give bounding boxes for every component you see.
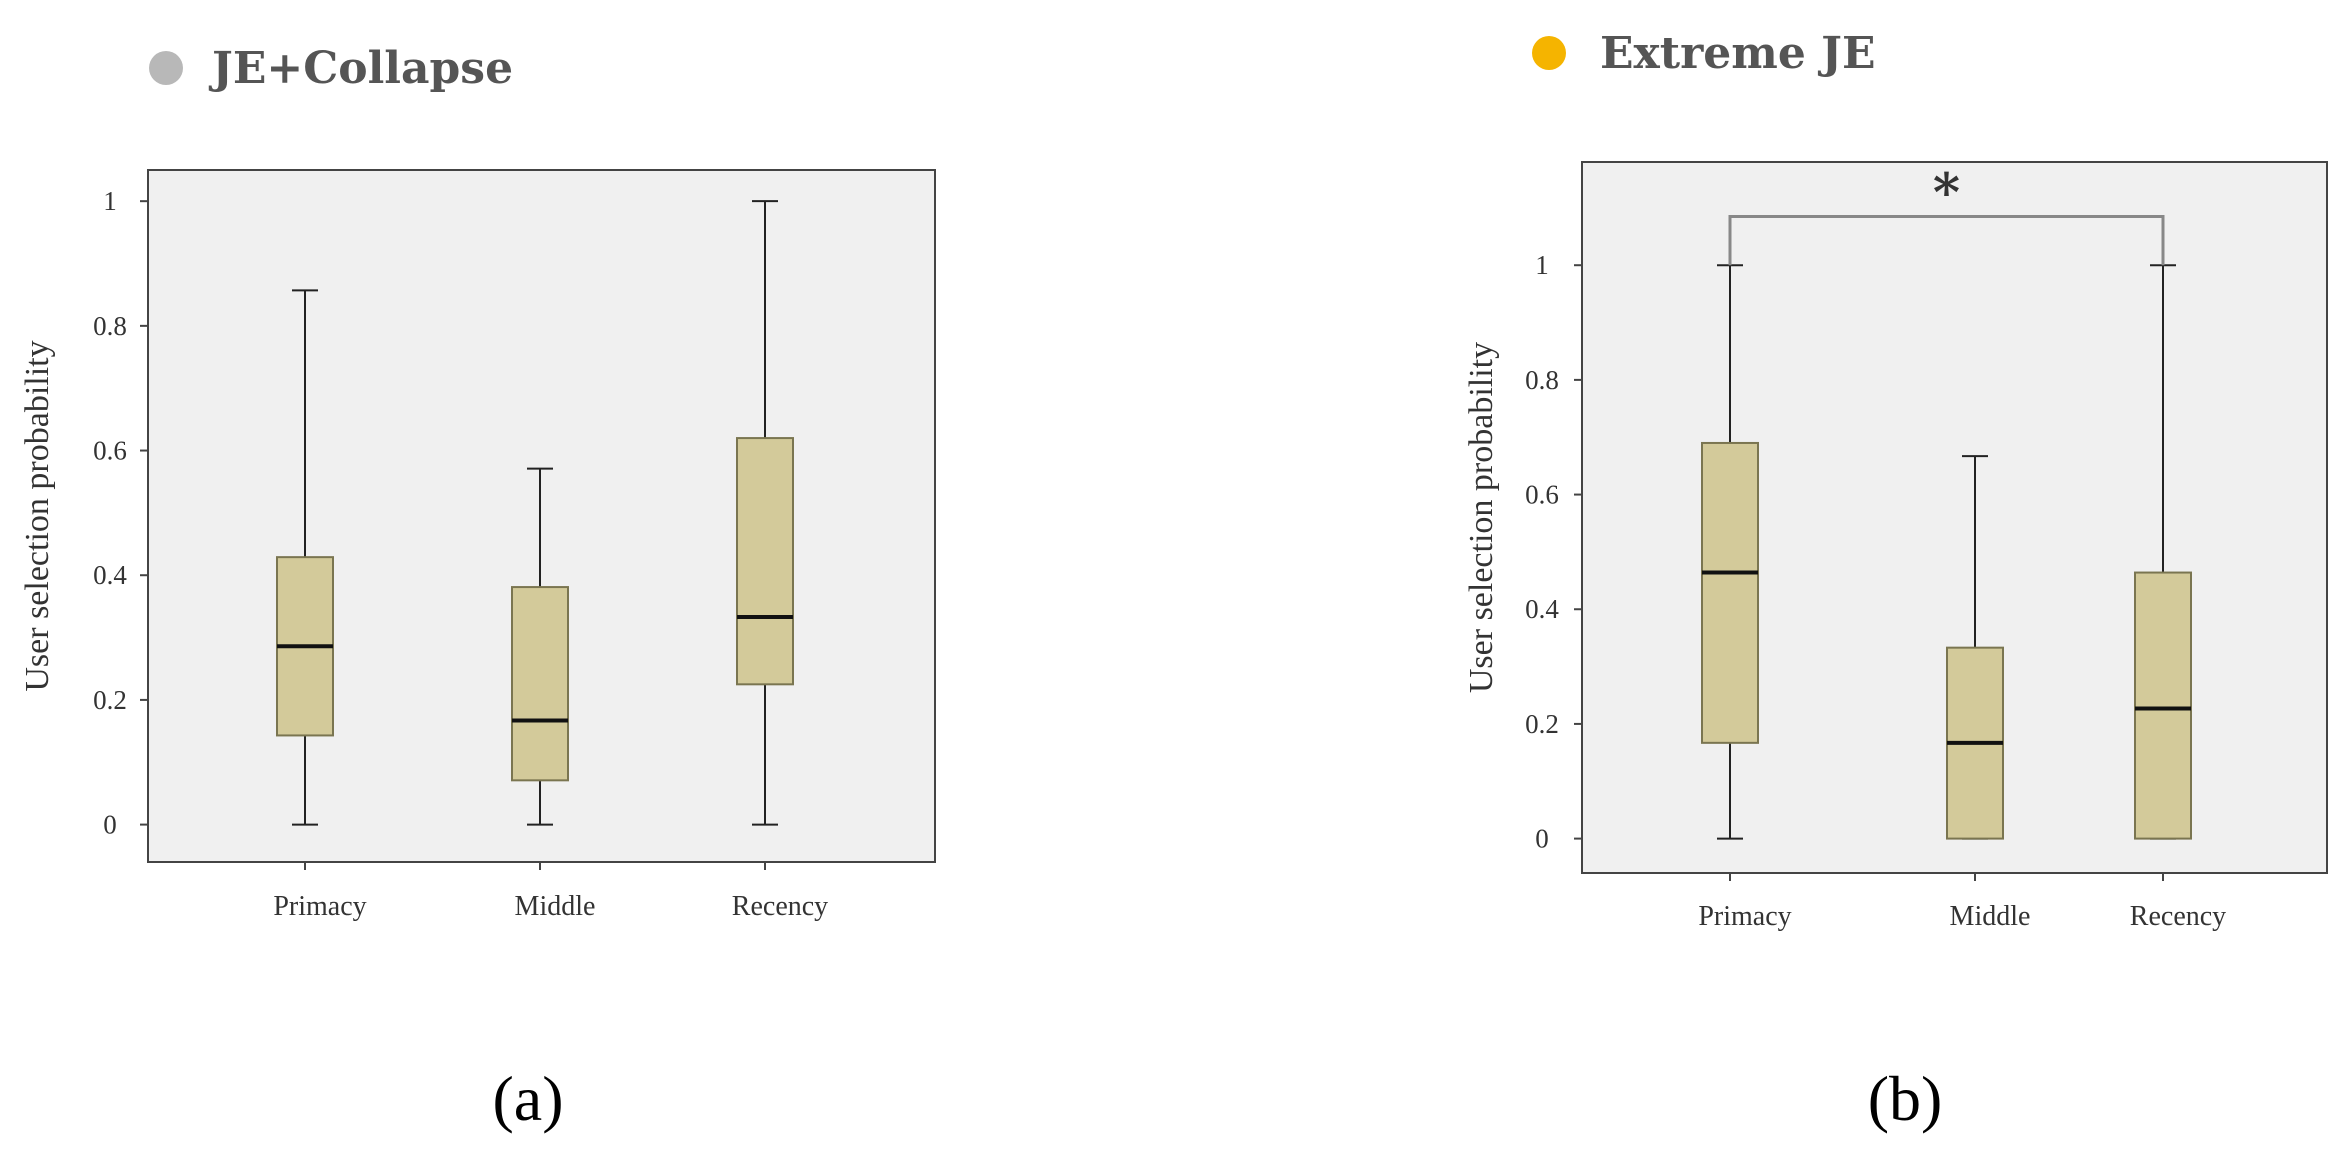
legend-label: JE+Collapse: [208, 43, 513, 94]
y-tick-label: 0.6: [1525, 480, 1559, 510]
y-tick-label: 0.6: [93, 436, 127, 466]
x-tick-label: Recency: [732, 891, 828, 922]
panel-label: (a): [492, 1063, 563, 1134]
y-axis-label: User selection probability: [1463, 342, 1500, 693]
x-tick-label: Primacy: [1698, 901, 1791, 932]
bracket-line: [1728, 214, 2165, 266]
y-tick-label: 0: [103, 810, 117, 840]
y-tick-label: 0.4: [93, 560, 127, 590]
x-tick-label: Primacy: [273, 891, 366, 922]
y-tick-label: 0.8: [93, 311, 127, 341]
box-recency: [2134, 264, 2192, 840]
panel-label: (b): [1868, 1063, 1943, 1134]
significance-label: *: [1933, 162, 1960, 223]
y-axis-label: User selection probability: [19, 340, 56, 691]
box-recency: [736, 200, 794, 826]
y-tick-label: 0.8: [1525, 365, 1559, 395]
iqr-box: [1701, 441, 1759, 744]
x-tick-label: Middle: [515, 891, 596, 922]
chart-panel-a: JE+Collapse 0 0.2 0.4 0.6 0.8 1 User selection …: [19, 43, 936, 1134]
y-tick-label: 0: [1535, 824, 1549, 854]
significance-bracket: *: [1728, 162, 2165, 266]
y-tick-label: 0.4: [1525, 594, 1559, 624]
box-primacy: [1701, 264, 1759, 840]
y-tick-label: 0.2: [93, 685, 127, 715]
y-tick-label: 1: [1535, 250, 1549, 280]
chart-panel-b: Extreme JE 0 0.2 0.4 0.6 0.8 1 User selection p…: [1463, 28, 2328, 1134]
x-tick-label: Middle: [1950, 901, 2031, 932]
box-middle: [1946, 455, 2004, 840]
iqr-box: [2134, 571, 2192, 840]
box-middle: [511, 467, 569, 826]
legend-marker: [149, 51, 183, 85]
iqr-box: [511, 586, 569, 782]
legend-label: Extreme JE: [1600, 28, 1876, 79]
x-tick-label: Recency: [2130, 901, 2226, 932]
y-tick-label: 0.2: [1525, 709, 1559, 739]
y-tick-label: 1: [103, 186, 117, 216]
legend-marker: [1532, 36, 1566, 70]
box-primacy: [276, 289, 334, 826]
iqr-box: [736, 437, 794, 686]
